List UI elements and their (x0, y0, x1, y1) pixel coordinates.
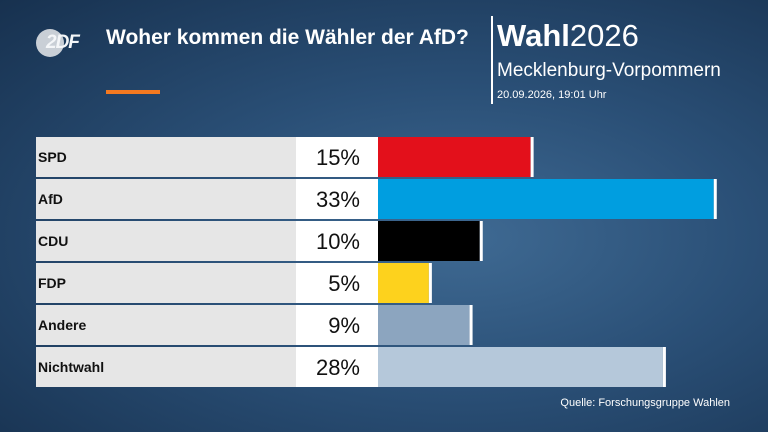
category-label-andere: Andere (38, 317, 86, 333)
timestamp: 20.09.2026, 19:01 Uhr (497, 89, 607, 101)
value-label-andere: 9% (328, 313, 360, 338)
zdf-logo: 2DF (36, 28, 88, 60)
row-value-bg-nichtwahl (296, 347, 378, 387)
value-label-spd: 15% (316, 145, 360, 170)
bar-end-mark-nichtwahl (662, 347, 666, 387)
bar-nichtwahl (378, 347, 663, 387)
bar-end-mark-fdp (428, 263, 432, 303)
row-value-bg-cdu (296, 221, 378, 261)
zdf-logo-circle (36, 29, 64, 57)
row-value-bg-spd (296, 137, 378, 177)
row-value-bg-afd (296, 179, 378, 219)
category-label-spd: SPD (38, 149, 67, 165)
chart-title: Woher kommen die Wähler der AfD? (106, 26, 469, 49)
category-label-afd: AfD (38, 191, 63, 207)
row-label-bg-afd (36, 179, 296, 219)
category-label-nichtwahl: Nichtwahl (38, 359, 104, 375)
bar-end-mark-cdu (479, 221, 483, 261)
row-label-bg-cdu (36, 221, 296, 261)
source-note: Quelle: Forschungsgruppe Wahlen (560, 397, 730, 409)
row-value-bg-fdp (296, 263, 378, 303)
brand-year: 2026 (569, 18, 639, 53)
bar-andere (378, 305, 470, 345)
row-value-bg-andere (296, 305, 378, 345)
bar-fdp (378, 263, 429, 303)
row-label-bg-fdp (36, 263, 296, 303)
value-label-cdu: 10% (316, 229, 360, 254)
value-label-nichtwahl: 28% (316, 355, 360, 380)
value-label-fdp: 5% (328, 271, 360, 296)
bar-afd (378, 179, 714, 219)
header-divider (491, 16, 493, 104)
category-label-fdp: FDP (38, 275, 66, 291)
region-name: Mecklenburg-Vorpommern (497, 60, 721, 81)
bar-end-mark-spd (530, 137, 534, 177)
title-underline (106, 90, 160, 94)
row-label-bg-andere (36, 305, 296, 345)
brand-word: Wahl (497, 18, 570, 53)
bar-end-mark-afd (713, 179, 717, 219)
election-brand: Wahl2026 (497, 18, 639, 54)
bar-spd (378, 137, 531, 177)
row-label-bg-spd (36, 137, 296, 177)
category-label-cdu: CDU (38, 233, 68, 249)
bar-cdu (378, 221, 480, 261)
zdf-logo-text: 2DF (46, 32, 80, 53)
bar-end-mark-andere (469, 305, 473, 345)
row-label-bg-nichtwahl (36, 347, 296, 387)
value-label-afd: 33% (316, 187, 360, 212)
